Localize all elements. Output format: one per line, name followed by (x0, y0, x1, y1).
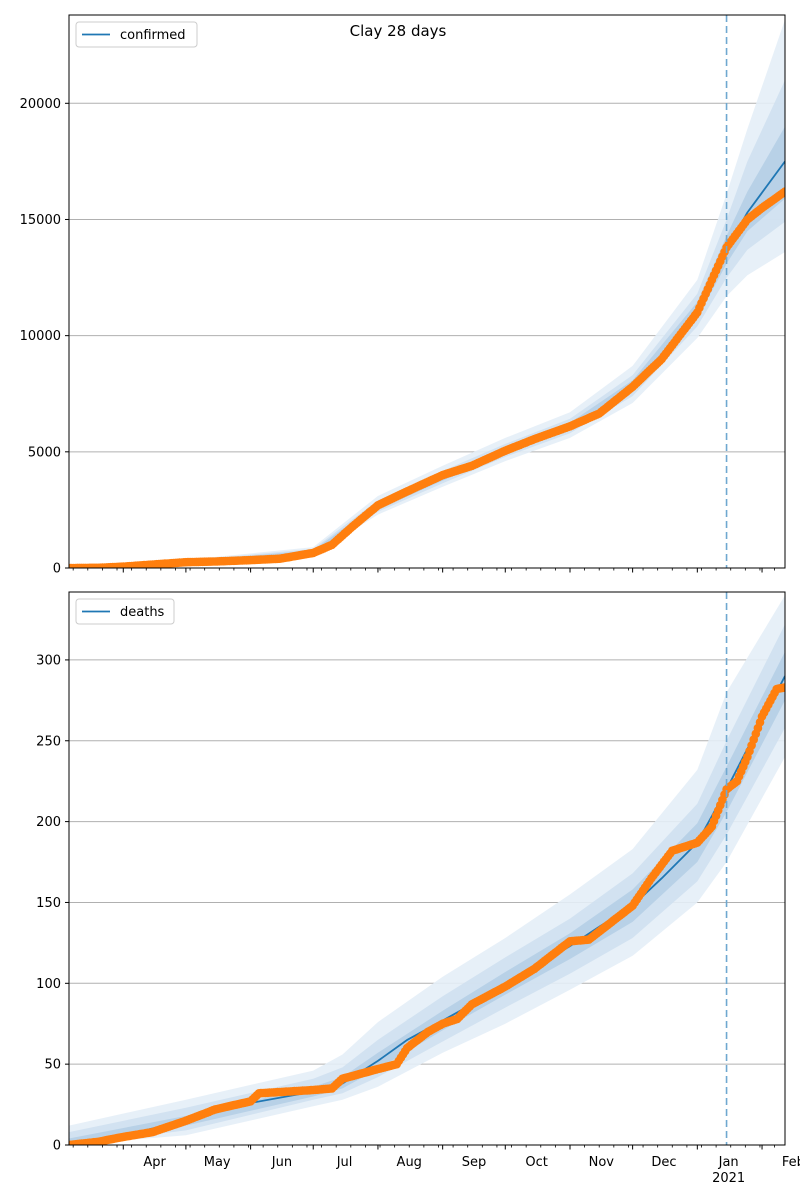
data-layer (69, 595, 785, 1145)
x-tick-label: Jan (718, 1155, 739, 1170)
x-tick-label: Oct (525, 1155, 547, 1170)
x-tick-label: Jun (271, 1155, 292, 1170)
x-tick-label: Aug (397, 1155, 422, 1170)
x-tick-label: Dec (651, 1155, 676, 1170)
legend-box (75, 21, 198, 48)
x-tick-label: Feb (782, 1155, 800, 1170)
y-tick-label: 0 (53, 1139, 61, 1154)
y-tick-label: 200 (36, 815, 61, 830)
y-tick-label: 300 (36, 653, 61, 668)
deaths-panel: 0 50 100 150 200 250 300 Apr May Jun Jul Aug Sep Oct N… (36, 591, 800, 1186)
chart-title: Clay 28 days (350, 22, 447, 40)
y-tick-label: 50 (44, 1058, 61, 1073)
data-layer (69, 19, 785, 568)
plot-frame (68, 591, 786, 1146)
confirmed-panel: 0 5000 10000 15000 20000 confirmed (20, 14, 786, 577)
legend-label: confirmed (120, 28, 186, 43)
y-tick-label: 10000 (20, 329, 61, 344)
legend: confirmed (75, 21, 198, 48)
x-tick-label: Apr (143, 1155, 166, 1170)
y-tick-label: 0 (53, 562, 61, 577)
observed-point (780, 683, 785, 692)
plot-frame (68, 14, 786, 569)
legend-box (75, 598, 175, 625)
x-tick-label: Nov (589, 1155, 615, 1170)
y-tick-label: 15000 (20, 213, 61, 228)
x-year-label: 2021 (712, 1171, 745, 1186)
x-tick-label: Jul (336, 1155, 353, 1170)
y-tick-label: 250 (36, 734, 61, 749)
y-tick-label: 150 (36, 896, 61, 911)
observed-point (780, 187, 785, 196)
y-tick-label: 20000 (20, 97, 61, 112)
y-tick-label: 5000 (28, 445, 61, 460)
x-tick-label: Sep (462, 1155, 487, 1170)
legend: deaths (75, 598, 175, 625)
x-tick-label: May (204, 1155, 231, 1170)
y-tick-label: 100 (36, 977, 61, 992)
legend-label: deaths (120, 605, 165, 620)
